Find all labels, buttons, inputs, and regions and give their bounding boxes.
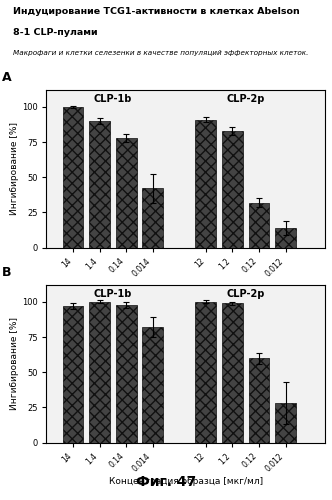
Bar bbox=[142, 327, 163, 442]
Text: Индуцирование TCG1-активности в клетках Abelson: Индуцирование TCG1-активности в клетках … bbox=[13, 7, 300, 16]
Bar bbox=[249, 202, 269, 248]
Text: CLP-2p: CLP-2p bbox=[226, 289, 265, 299]
Bar bbox=[196, 120, 216, 248]
Bar bbox=[275, 403, 296, 442]
Bar bbox=[116, 304, 136, 442]
Bar bbox=[249, 358, 269, 442]
Text: CLP-1b: CLP-1b bbox=[94, 289, 132, 299]
Bar bbox=[196, 302, 216, 442]
Text: 8-1 CLP-пулами: 8-1 CLP-пулами bbox=[13, 28, 98, 37]
Bar bbox=[63, 107, 83, 248]
Y-axis label: Ингибирование [%]: Ингибирование [%] bbox=[10, 122, 19, 215]
Bar bbox=[116, 138, 136, 248]
Bar bbox=[222, 304, 243, 442]
Text: CLP-2p: CLP-2p bbox=[226, 94, 265, 104]
Text: CLP-1b: CLP-1b bbox=[94, 94, 132, 104]
Bar bbox=[222, 131, 243, 248]
Bar bbox=[275, 228, 296, 248]
Bar bbox=[89, 302, 110, 442]
Bar bbox=[63, 306, 83, 442]
Bar bbox=[142, 188, 163, 248]
Text: Макрофаги и клетки селезенки в качестве популяций эффекторных клеток.: Макрофаги и клетки селезенки в качестве … bbox=[13, 50, 308, 56]
Y-axis label: Ингибирование [%]: Ингибирование [%] bbox=[10, 318, 19, 410]
Bar bbox=[89, 121, 110, 248]
Text: A: A bbox=[2, 70, 12, 84]
Text: Фиг. 47: Фиг. 47 bbox=[136, 476, 196, 490]
Text: B: B bbox=[2, 266, 11, 278]
X-axis label: Концентрация образца [мкг/мл]: Концентрация образца [мкг/мл] bbox=[109, 478, 263, 486]
